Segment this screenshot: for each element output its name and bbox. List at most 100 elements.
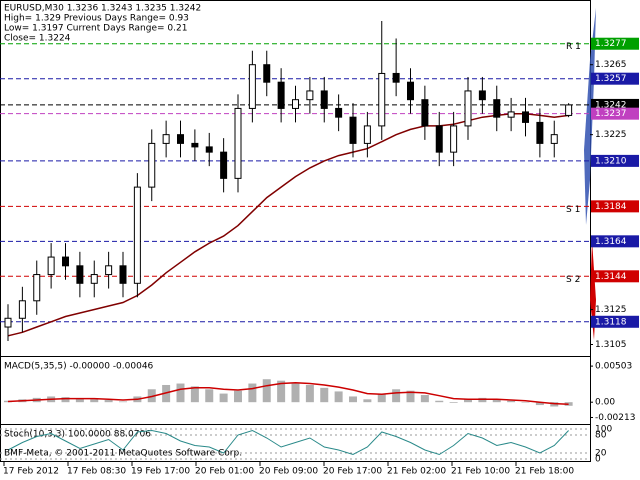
candle-body [320,90,328,109]
macd-bar [119,401,127,403]
y-tick-label: -0.00213 [595,413,635,423]
y-tick-label: 1.3265 [595,60,627,70]
candle-body [33,274,41,302]
x-tick-label: 20 Feb 01:00 [195,467,254,477]
macd-bar [248,383,257,403]
candle-body [105,265,113,276]
macd-bar [492,399,501,403]
macd-bar [564,402,573,406]
candle-body [565,104,573,116]
macd-bar [521,402,530,403]
macd-bar [420,395,429,403]
macd-bar [291,383,300,403]
price-box-bg [591,72,639,85]
price-box: 1.3184 [591,200,639,213]
candle-body [76,265,84,284]
x-tick-label: 17 Feb 08:30 [67,467,126,477]
candle-body [177,134,184,144]
level-annotation: R 1 [566,42,581,52]
price-box: 1.3164 [591,235,639,248]
macd-title: MACD(5,35,5) -0.00000 -0.00046 [4,362,154,372]
macd-bar [61,397,70,403]
macd-bar [406,390,415,403]
x-tick-label: 20 Feb 17:00 [323,467,382,477]
header-line: Close= 1.3224 [4,34,71,44]
price-box-bg [591,37,639,50]
macd-bar [392,389,401,403]
candle-body [119,265,127,284]
candle-body [133,186,141,284]
macd-bar [305,384,314,403]
candle-body [234,107,242,179]
candle-body [162,134,170,144]
header-line: High= 1.329 Previous Days Range= 0.93 [4,14,189,24]
y-tick-label: 100 [595,425,612,435]
x-tick-label: 21 Feb 02:00 [387,467,446,477]
macd-bar [334,391,343,403]
y-tick-label: 0.00503 [595,362,632,372]
candle-body [464,90,472,127]
y-tick-label: 20 [595,449,607,459]
macd-bar [219,393,228,403]
macd-bar [190,386,199,403]
price-box-label: 1.3184 [595,202,627,212]
y-tick-label: 80 [595,431,607,441]
macd-bar [277,380,286,403]
price-box-label: 1.3118 [595,317,627,327]
x-tick-label: 17 Feb 2012 [3,467,59,477]
candle-body [205,146,213,153]
candle-body [277,81,285,109]
candle-body [47,256,55,276]
price-box: 1.3118 [591,315,639,328]
candle-body [335,107,343,118]
x-tick-label: 19 Feb 17:00 [131,467,190,477]
candle-body [435,125,443,153]
macd-bar [449,402,458,403]
candle-body [62,256,69,267]
x-tick-label: 21 Feb 18:00 [515,467,574,477]
macd-signal [7,382,569,406]
price-box: 1.3257 [591,72,639,85]
candle-body [306,90,314,101]
price-box-bg [591,270,639,283]
macd-bar [205,389,214,403]
macd-bar [464,399,472,403]
stoch-title: Stoch(10,3,3) 100.0000 88.0706 [4,430,151,440]
candle-body [478,90,486,101]
candle-body [248,64,256,109]
stoch-line [7,429,569,456]
candle-body [349,116,357,144]
candle-body [90,274,98,284]
candle-body [263,64,271,83]
x-tick-label: 21 Feb 10:00 [451,467,510,477]
price-box: 1.3210 [591,154,639,167]
level-annotation: S 1 [566,205,580,215]
macd-bar [535,402,544,406]
candle-body [522,111,529,123]
candle-body [392,72,400,83]
macd-bar [104,400,113,403]
candle-body [493,99,501,118]
candle-body [4,317,12,328]
moving-average [7,112,569,337]
macd-bar [147,389,156,403]
macd-bar [176,383,185,403]
price-box-label: 1.3144 [595,272,627,282]
candle-body [18,300,26,319]
y-tick-label: 1.3105 [595,340,627,350]
header-line: Low= 1.3197 Current Days Range= 0.21 [4,24,187,34]
price-box-bg [591,235,639,248]
candle-body [191,142,199,148]
price-box: 1.3277 [591,37,639,50]
candle-body [292,99,299,109]
macd-bar [363,399,372,403]
arrow-drawing [590,240,596,340]
macd-bar [377,393,386,403]
y-tick-label: 0.00 [595,398,615,408]
macd-bar [507,400,516,403]
macd-bar [75,398,84,403]
frame [0,0,591,462]
price-box-label: 1.3210 [595,156,627,166]
